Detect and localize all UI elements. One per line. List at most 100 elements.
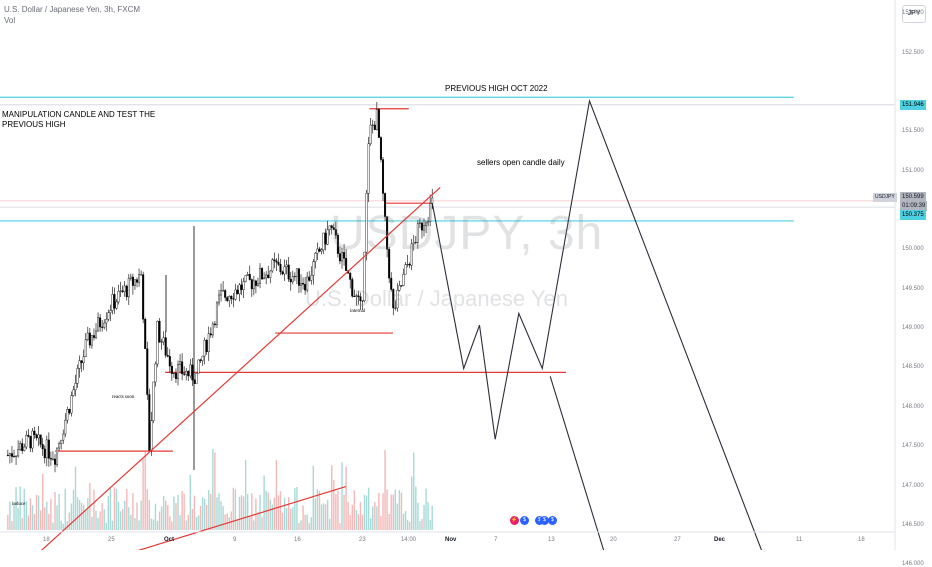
volume-bar bbox=[93, 489, 95, 530]
volume-bar bbox=[384, 449, 386, 530]
annotation-induce[interactable]: induce bbox=[12, 502, 26, 507]
volume-bar bbox=[130, 514, 132, 530]
projection-path-2 bbox=[549, 376, 605, 550]
volume-bar bbox=[33, 513, 36, 530]
time-tick-label: 27 bbox=[674, 537, 681, 543]
time-tick-label: 14:00 bbox=[401, 537, 417, 543]
candle-body bbox=[324, 232, 327, 245]
candle-body bbox=[31, 430, 34, 449]
candle-body bbox=[382, 159, 385, 194]
candle-body bbox=[371, 124, 374, 126]
price-tick-label: 151.000 bbox=[902, 167, 924, 174]
projection-path bbox=[431, 98, 763, 550]
candle-body bbox=[357, 295, 360, 297]
candle-body bbox=[234, 289, 237, 300]
event-icon[interactable]: $ bbox=[540, 516, 549, 525]
candle-body bbox=[418, 222, 421, 224]
volume-bar bbox=[388, 514, 390, 530]
candle-body bbox=[220, 290, 223, 296]
candle-body bbox=[355, 295, 358, 297]
volume-bar bbox=[402, 513, 405, 530]
volume-bar bbox=[111, 520, 114, 530]
candle-body bbox=[230, 295, 233, 299]
candle-body bbox=[136, 279, 139, 283]
volume-bar bbox=[411, 476, 413, 530]
currency-button[interactable]: JPY bbox=[902, 5, 926, 23]
candle-body bbox=[10, 453, 13, 457]
candle-body bbox=[97, 317, 100, 332]
volume-bar bbox=[95, 510, 97, 530]
candle-body bbox=[47, 439, 50, 459]
volume-bar bbox=[160, 506, 163, 530]
volume-bar bbox=[361, 514, 364, 530]
candle-body bbox=[267, 274, 270, 278]
price-tick-label: 149.500 bbox=[902, 285, 924, 292]
symbol-line[interactable]: U.S. Dollar / Japanese Yen, 3h, FXCM bbox=[4, 5, 141, 14]
annotation-previous-high[interactable]: PREVIOUS HIGH OCT 2022 bbox=[445, 84, 548, 93]
volume-bar bbox=[281, 512, 284, 530]
volume-bar bbox=[322, 503, 325, 530]
volume-bar bbox=[370, 518, 372, 530]
candle-body bbox=[115, 301, 118, 309]
volume-bar bbox=[365, 495, 368, 530]
event-icon[interactable]: $ bbox=[535, 516, 544, 525]
volume-bar bbox=[357, 514, 360, 530]
event-icon[interactable]: $ bbox=[548, 516, 557, 525]
candle-body bbox=[54, 458, 57, 465]
candle-body bbox=[207, 333, 210, 353]
candle-body bbox=[252, 280, 255, 290]
volume-bar bbox=[85, 509, 87, 530]
candle-body bbox=[224, 290, 227, 298]
candle-body bbox=[185, 370, 188, 375]
annotation-internal[interactable]: internal bbox=[350, 309, 366, 314]
volume-bar bbox=[392, 494, 394, 530]
horizontal-levels bbox=[0, 96, 895, 452]
candle-body bbox=[56, 447, 59, 465]
volume-bar bbox=[60, 520, 62, 530]
annotation-sellers[interactable]: sellers open candle daily bbox=[477, 158, 565, 167]
candle-body bbox=[336, 235, 339, 254]
volume-bar bbox=[351, 504, 353, 530]
candle-body bbox=[105, 318, 108, 324]
volume-bar bbox=[431, 505, 433, 530]
volume-bar bbox=[396, 503, 399, 530]
candle-body bbox=[6, 454, 9, 456]
volume-bar bbox=[210, 493, 212, 530]
volume-bar bbox=[165, 500, 167, 530]
volume-bar bbox=[404, 511, 407, 530]
volume-bar bbox=[72, 489, 75, 530]
volume-bar bbox=[68, 512, 71, 530]
annotation-manipulation[interactable]: MANIPULATION CANDLE AND TEST THE PREVIOU… bbox=[2, 110, 156, 129]
candle-body bbox=[316, 248, 319, 254]
candle-body bbox=[236, 289, 239, 295]
event-icon[interactable]: ⚡ bbox=[510, 516, 519, 525]
time-tick-label: 16 bbox=[294, 537, 301, 543]
candle-body bbox=[427, 221, 430, 224]
candle-body bbox=[45, 439, 48, 459]
volume-bar bbox=[66, 521, 69, 530]
price-chart[interactable] bbox=[0, 0, 932, 550]
candle-body bbox=[51, 458, 54, 460]
volume-bar bbox=[216, 497, 218, 530]
candle-body bbox=[39, 434, 42, 445]
volume-bars bbox=[7, 448, 433, 530]
candle-body bbox=[64, 419, 67, 435]
event-icon[interactable]: $ bbox=[520, 516, 529, 525]
price-tick-label: 147.500 bbox=[902, 443, 924, 450]
volume-bar bbox=[419, 521, 421, 530]
candle-body bbox=[256, 283, 259, 286]
volume-bar bbox=[406, 519, 409, 530]
candle-body bbox=[125, 285, 128, 298]
candle-body bbox=[420, 222, 423, 231]
volume-bar bbox=[23, 488, 25, 530]
volume-label[interactable]: Vol bbox=[4, 16, 16, 25]
volume-bar bbox=[398, 490, 401, 530]
volume-bar bbox=[138, 520, 140, 530]
annotation-reacts[interactable]: reacts soon bbox=[112, 395, 135, 400]
candle-body bbox=[187, 370, 190, 377]
candle-body bbox=[343, 252, 346, 259]
volume-bar bbox=[421, 519, 423, 530]
candle-body bbox=[398, 285, 401, 291]
volume-bar bbox=[359, 501, 362, 530]
volume-bar bbox=[31, 505, 34, 530]
